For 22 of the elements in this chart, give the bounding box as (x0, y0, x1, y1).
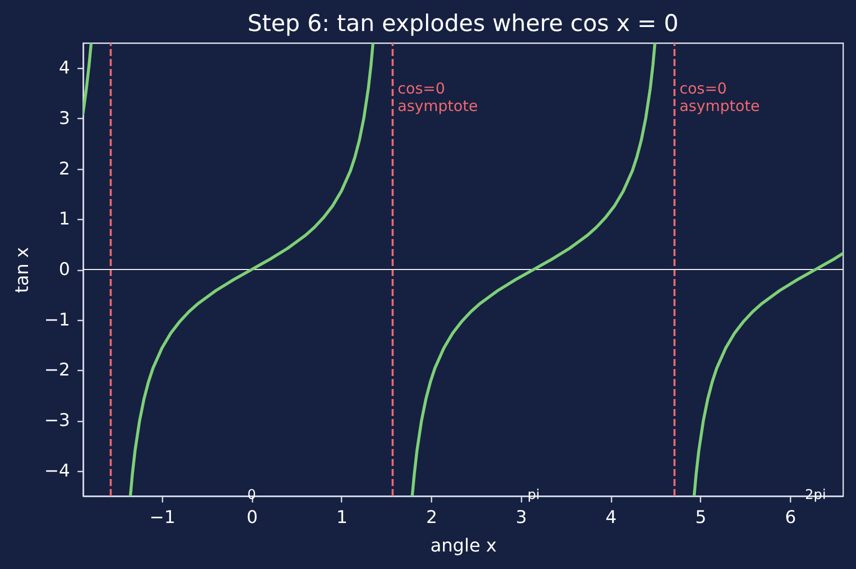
x-tick-label: 5 (695, 508, 706, 528)
y-tick-label: −4 (44, 461, 70, 482)
annotation: cos=0 asymptote (679, 79, 760, 115)
x-tick-label: 2 (426, 508, 438, 528)
x-tick-label: 4 (606, 508, 617, 528)
x-tick-label: 3 (516, 508, 527, 528)
x-tick-label: 6 (784, 508, 796, 528)
x-tick-label: 1 (336, 508, 348, 528)
y-tick-label: −1 (44, 310, 70, 330)
y-tick-label: 3 (58, 109, 70, 129)
y-tick-label: −3 (44, 411, 70, 431)
x-tick-label: −1 (150, 508, 176, 528)
y-tick-label: −2 (44, 360, 70, 381)
annotation: cos=0 asymptote (398, 79, 478, 115)
y-tick-label: 1 (58, 210, 70, 230)
y-tick-label: 4 (58, 58, 70, 79)
y-tick-label: 2 (58, 159, 70, 180)
chart-title: Step 6: tan explodes where cos x = 0 (248, 11, 678, 37)
y-tick-label: 0 (58, 260, 70, 280)
x-axis-title: angle x (430, 536, 497, 556)
y-axis-title: tan x (12, 246, 34, 293)
x-tick-label: 0 (246, 508, 258, 528)
